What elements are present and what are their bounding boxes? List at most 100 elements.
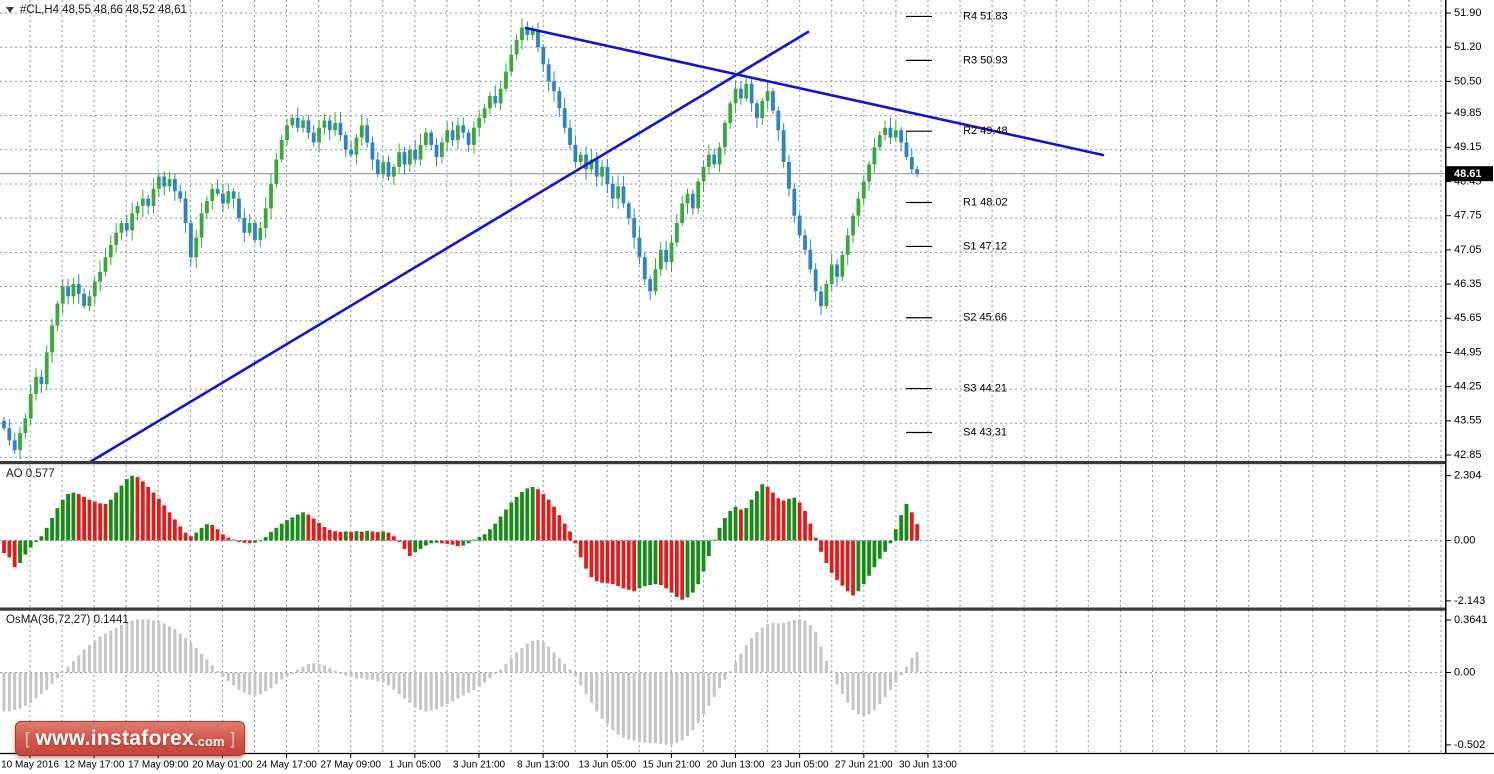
- price-axis-area[interactable]: [1446, 0, 1494, 753]
- osma-bar: [632, 672, 636, 741]
- ao-bar: [108, 499, 113, 541]
- candle-body: [701, 166, 706, 182]
- candle-body: [498, 88, 503, 104]
- time-axis-area[interactable]: [0, 753, 1494, 774]
- candle-body: [365, 125, 370, 143]
- osma-bar: [354, 672, 358, 679]
- osma-bar: [557, 658, 561, 673]
- candle-body: [557, 91, 562, 109]
- candle-body: [829, 264, 834, 285]
- ao-bar: [658, 540, 663, 586]
- osma-bar: [552, 652, 556, 673]
- ao-bar: [728, 510, 733, 541]
- candle-body: [108, 244, 113, 258]
- candle-body: [338, 122, 343, 136]
- osma-bar: [253, 672, 257, 696]
- osma-bar: [878, 672, 882, 705]
- descending-trendline[interactable]: [524, 26, 1105, 157]
- osma-bar: [23, 672, 27, 706]
- candle-body: [370, 142, 375, 160]
- candle-body: [146, 198, 151, 206]
- ao-axis-label: 0.00: [1454, 534, 1475, 546]
- ao-bar: [247, 540, 252, 544]
- price-axis-label: 43.55: [1454, 415, 1482, 427]
- candle-body: [536, 30, 540, 48]
- osma-bar: [755, 632, 759, 673]
- osma-bar: [862, 672, 866, 716]
- candle-body: [530, 30, 535, 35]
- ao-bar: [488, 529, 492, 541]
- ao-bar: [66, 494, 70, 541]
- osma-bar: [515, 652, 519, 673]
- osma-bar: [680, 672, 684, 741]
- ao-bar: [899, 515, 904, 541]
- ao-bar: [605, 540, 610, 584]
- candle-body: [520, 27, 524, 40]
- ao-bar: [359, 531, 364, 541]
- ao-bar: [573, 540, 578, 544]
- candle-body: [690, 193, 695, 209]
- candle-body: [263, 208, 268, 228]
- osma-bar: [798, 619, 802, 673]
- ao-bar: [749, 499, 754, 541]
- price-axis-label: 50.50: [1454, 75, 1482, 87]
- candle-body: [803, 235, 807, 250]
- candle-body: [605, 166, 610, 184]
- osma-bar: [808, 624, 812, 673]
- price-axis-label: 49.15: [1454, 141, 1482, 153]
- ao-bar: [632, 540, 637, 592]
- pane-separator: [0, 461, 1494, 465]
- ao-bar: [381, 531, 386, 541]
- ao-bar: [429, 540, 434, 544]
- ao-bar: [434, 540, 439, 543]
- ao-bar: [797, 502, 802, 541]
- osma-bar: [119, 624, 123, 673]
- candle-body: [696, 181, 701, 209]
- osma-bar: [317, 663, 321, 673]
- ascending-trendline[interactable]: [88, 30, 810, 464]
- candle-body: [285, 125, 289, 140]
- osma-bar: [766, 624, 770, 673]
- candle-body: [354, 137, 359, 155]
- ao-bar: [568, 531, 572, 541]
- ao-bar: [50, 517, 54, 541]
- osma-bar: [686, 672, 690, 736]
- candle-body: [156, 176, 161, 189]
- ao-bar: [648, 540, 653, 586]
- ao-bar: [370, 531, 375, 541]
- candle-body: [215, 188, 220, 194]
- candle-body: [781, 130, 786, 162]
- ao-bar: [114, 492, 119, 541]
- ao-bar: [311, 518, 316, 541]
- ao-bar: [808, 523, 813, 541]
- candle-body: [648, 279, 653, 292]
- main-price-pane[interactable]: [0, 0, 1445, 461]
- ao-bar: [712, 539, 717, 541]
- ao-bar: [637, 540, 642, 589]
- candle-body: [359, 125, 364, 138]
- osma-bar: [712, 672, 716, 698]
- osma-bar: [322, 665, 326, 673]
- candle-body: [813, 269, 818, 292]
- candle-body: [525, 27, 530, 35]
- time-axis-label: 13 Jun 05:00: [578, 760, 636, 771]
- ao-bar: [60, 499, 65, 541]
- osma-bar: [675, 672, 679, 744]
- osma-indicator-label: OsMA(36,72,27) 0.1441: [6, 614, 129, 626]
- candle-body: [600, 166, 604, 177]
- candle-body: [386, 161, 391, 177]
- osma-bar: [600, 672, 604, 719]
- candle-body: [429, 132, 434, 145]
- chart-expand-arrow-icon[interactable]: [6, 7, 14, 13]
- ao-bar: [450, 540, 455, 545]
- pivot-level-label: S4 43.31: [963, 426, 1007, 438]
- osma-axis-label: 0.3641: [1454, 614, 1488, 626]
- time-axis-label: 17 May 09:00: [128, 760, 189, 771]
- candle-body: [568, 127, 572, 145]
- candle-body: [797, 215, 802, 236]
- ao-bar: [263, 537, 268, 541]
- osma-bar: [536, 640, 540, 673]
- ao-bar: [845, 540, 850, 592]
- time-axis-label: 27 May 09:00: [320, 760, 381, 771]
